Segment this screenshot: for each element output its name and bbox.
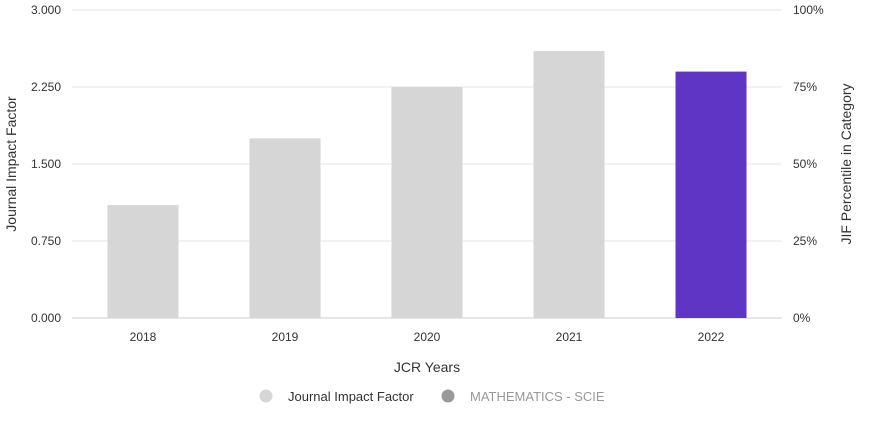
legend-item[interactable]: MATHEMATICS - SCIE	[441, 389, 605, 404]
bar-2018[interactable]	[107, 205, 179, 318]
bars	[107, 51, 747, 319]
legend-marker-icon	[441, 389, 455, 403]
legend-marker-icon	[259, 389, 273, 403]
y-tick-left-label: 1.500	[31, 157, 61, 171]
x-axis-ticks: 2018 2019 2020 2021 2022	[130, 330, 725, 344]
y-tick-left-label: 0.000	[31, 311, 61, 325]
x-tick-label: 2020	[414, 330, 441, 344]
y-axis-left-ticks: 0.000 0.750 1.500 2.250 3.000	[31, 3, 61, 325]
x-axis-title: JCR Years	[394, 359, 460, 375]
legend: Journal Impact Factor MATHEMATICS - SCIE	[259, 389, 605, 404]
bar-2019[interactable]	[249, 138, 321, 318]
legend-label: Journal Impact Factor	[288, 389, 414, 404]
y-tick-right-label: 50%	[793, 157, 817, 171]
y-tick-right-label: 0%	[793, 311, 811, 325]
x-tick-label: 2021	[556, 330, 583, 344]
bar-2022[interactable]	[675, 71, 747, 318]
y-axis-right-title: JIF Percentile in Category	[838, 83, 854, 244]
legend-label: MATHEMATICS - SCIE	[470, 389, 605, 404]
bar-2021[interactable]	[533, 51, 605, 319]
y-tick-left-label: 3.000	[31, 3, 61, 17]
y-tick-left-label: 2.250	[31, 80, 61, 94]
legend-item[interactable]: Journal Impact Factor	[259, 389, 415, 404]
x-tick-label: 2019	[272, 330, 299, 344]
y-axis-right-ticks: 0% 25% 50% 75% 100%	[793, 3, 824, 325]
y-tick-left-label: 0.750	[31, 234, 61, 248]
bar-2020[interactable]	[391, 87, 463, 318]
y-axis-left-title: Journal Impact Factor	[3, 96, 19, 232]
y-tick-right-label: 75%	[793, 80, 817, 94]
x-tick-label: 2022	[698, 330, 725, 344]
y-tick-right-label: 100%	[793, 3, 824, 17]
y-tick-right-label: 25%	[793, 234, 817, 248]
x-tick-label: 2018	[130, 330, 157, 344]
